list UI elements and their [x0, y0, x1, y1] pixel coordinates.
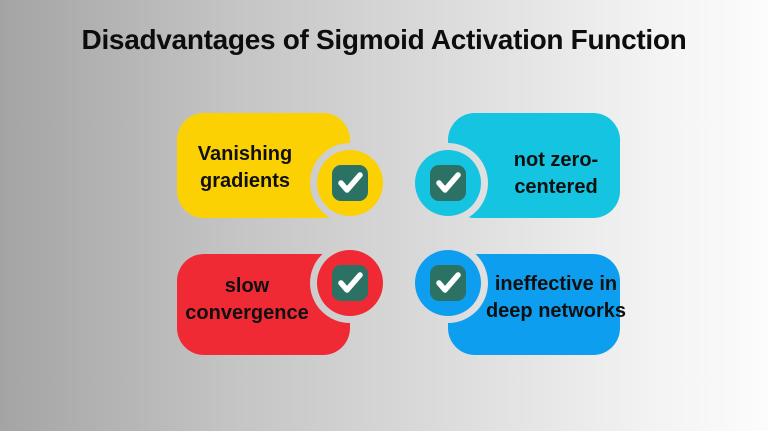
card-shape-not-zero-centered	[448, 113, 620, 218]
card-shape-slow-convergence	[177, 254, 350, 355]
checkmark-icon	[430, 265, 466, 301]
checkmark-icon	[332, 165, 368, 201]
card-label-ineffective-deep-networks: ineffective in deep networks	[485, 272, 627, 322]
card-shape-vanishing-gradients	[177, 113, 350, 218]
checkmark-icon	[430, 165, 466, 201]
card-label-not-zero-centered: not zero-centered	[513, 148, 599, 198]
checkmark-icon	[332, 265, 368, 301]
checkmark-stroke	[338, 272, 363, 293]
card-label-vanishing-gradients: Vanishing gradients	[197, 142, 293, 192]
checkmark-stroke	[338, 172, 363, 193]
page-title: Disadvantages of Sigmoid Activation Func…	[81, 24, 687, 55]
checkmark-stroke	[436, 172, 461, 193]
checkmark-stroke	[436, 272, 461, 293]
card-shapes	[177, 113, 620, 355]
check-badges	[317, 150, 481, 316]
card-label-slow-convergence: slow convergence	[185, 274, 309, 324]
card-shape-ineffective-deep-networks	[448, 254, 620, 355]
